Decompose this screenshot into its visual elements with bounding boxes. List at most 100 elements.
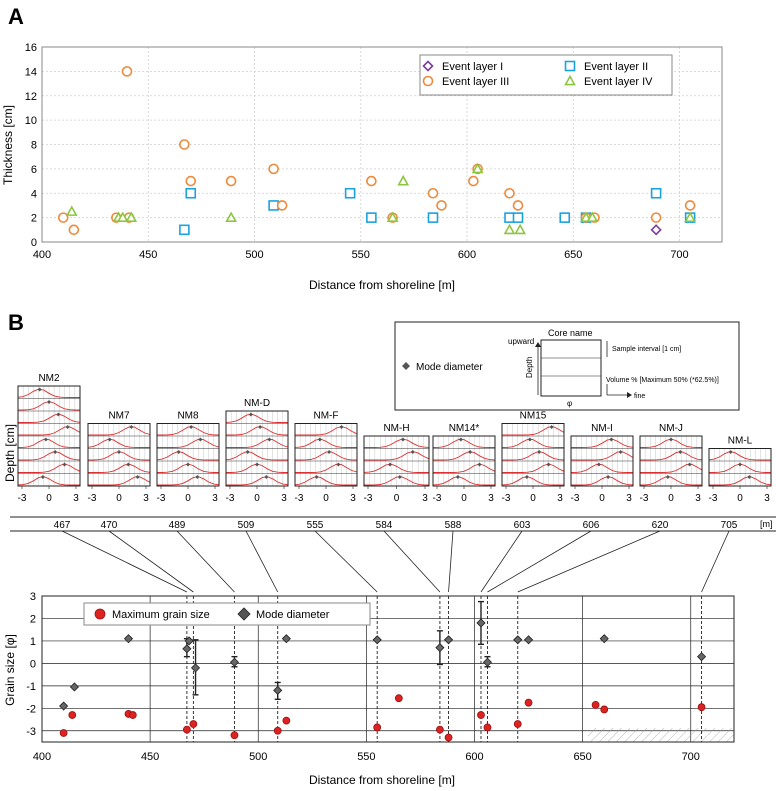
mode-marker [65, 425, 70, 429]
profile-curve [87, 438, 150, 448]
x-tick-label: 650 [573, 751, 591, 763]
data-point [57, 212, 69, 223]
y-tick-label: 14 [25, 66, 37, 78]
core-name-label: NM-L [728, 436, 753, 447]
profile-tick-label: 0 [394, 493, 400, 504]
data-point [684, 211, 696, 223]
data-point [185, 187, 197, 199]
profile-tick-label: -3 [433, 493, 442, 504]
distance-unit: [m] [760, 519, 773, 529]
profile-curve [157, 426, 220, 436]
profile-curve [364, 476, 430, 486]
mode-marker [606, 475, 611, 479]
legend-label-mode: Mode diameter [256, 609, 330, 621]
mode-marker [410, 450, 415, 454]
data-point [344, 187, 356, 199]
core-profile-nm7: NM7 -3 0 3 [87, 411, 151, 504]
legend-entry-event-layer-iii: Event layer III [422, 75, 509, 88]
data-point [68, 224, 80, 236]
data-point [366, 212, 377, 223]
y-tick-label: -1 [26, 681, 36, 693]
panel-a-points [57, 66, 696, 236]
legend-marker-icon [422, 60, 434, 72]
mode-point [513, 635, 523, 645]
core-distance-label: 489 [169, 520, 186, 531]
mode-marker [596, 462, 601, 467]
profile-curve [571, 438, 634, 448]
mode-marker [527, 437, 532, 442]
profile-curve [432, 438, 495, 448]
core-distance-label: 470 [101, 520, 118, 531]
x-tick-label: 400 [33, 249, 51, 261]
data-point [276, 200, 288, 211]
panel-a-x-label: Distance from shoreline [m] [309, 278, 455, 292]
data-point [427, 212, 439, 223]
profile-tick-label: -3 [502, 493, 511, 504]
profile-tick-label: 3 [626, 493, 632, 504]
grain-y-ticks: 3 2 1 0 -1 -2 -3 [26, 591, 36, 738]
core-profile-nm-j: NM-J -3 0 3 [639, 423, 703, 504]
profile-curve [226, 438, 289, 448]
mode-marker [669, 437, 673, 442]
core-distance-label: 603 [514, 520, 531, 531]
core-distance-label: 620 [652, 520, 669, 531]
mode-marker [314, 475, 319, 479]
mode-marker [336, 462, 341, 467]
core-distances: 467 470 489 509 555 584 588 603 606 620 705 [54, 520, 738, 531]
panel-a-chart: 0 2 4 6 8 10 12 14 16 400 450 500 550 600 650 700 Thic… [1, 42, 723, 292]
core-name-label: NM7 [108, 411, 130, 422]
mode-marker [43, 437, 48, 442]
profile-tick-label: -3 [640, 493, 649, 504]
mode-marker [135, 475, 140, 479]
profile-tick-label: -3 [295, 493, 304, 504]
profile-legend-core-name: Core name [548, 328, 593, 338]
max-grain-point [600, 705, 609, 714]
mode-marker [549, 425, 554, 429]
mode-marker [53, 450, 58, 454]
x-tick-label: 450 [141, 751, 159, 763]
profile-curve [225, 451, 288, 461]
data-point [586, 211, 599, 223]
profile-legend: Mode diameter Core name upward Depth Sam… [394, 321, 740, 411]
core-distance-label: 555 [307, 520, 324, 531]
grain-x-label: Distance from shoreline [m] [309, 773, 455, 787]
fine-arrowhead-icon [627, 392, 632, 398]
profile-tick-label: 0 [737, 493, 743, 504]
data-point [512, 212, 524, 223]
grain-vertical-markers [186, 596, 703, 742]
mode-marker [455, 475, 460, 479]
profile-curve [156, 451, 219, 461]
profile-curve [88, 463, 151, 473]
data-point [471, 162, 484, 174]
data-point [503, 223, 516, 235]
profile-tick-label: 0 [530, 493, 536, 504]
panel-a-plot-frame [41, 46, 723, 243]
data-point [179, 139, 190, 150]
max-grain-point [483, 723, 492, 732]
mode-marker [401, 437, 405, 442]
max-grain-point [59, 729, 68, 737]
data-point [427, 187, 439, 199]
mode-point [435, 643, 445, 653]
profile-curve [571, 451, 634, 461]
data-point [436, 200, 447, 211]
profile-curve [571, 476, 634, 486]
profile-curve [570, 463, 633, 473]
profile-curve [502, 426, 565, 436]
profile-curve [88, 476, 151, 486]
hatched-zone [588, 728, 734, 742]
core-connector-line [383, 530, 441, 593]
profile-tick-label: 3 [350, 493, 356, 504]
profile-curve [157, 438, 220, 448]
panel-a-y-label: Thickness [cm] [1, 105, 15, 185]
profile-tick-label: -3 [226, 493, 235, 504]
legend-entry-event-layer-ii: Event layer II [564, 60, 648, 73]
mode-marker [248, 412, 253, 417]
core-distance-label: 509 [238, 520, 255, 531]
mode-marker [107, 437, 112, 442]
mode-marker [189, 425, 194, 429]
core-connector-line [517, 530, 661, 593]
mode-marker [40, 475, 45, 479]
profile-legend-depth: Depth [525, 357, 534, 378]
data-point [650, 224, 662, 236]
